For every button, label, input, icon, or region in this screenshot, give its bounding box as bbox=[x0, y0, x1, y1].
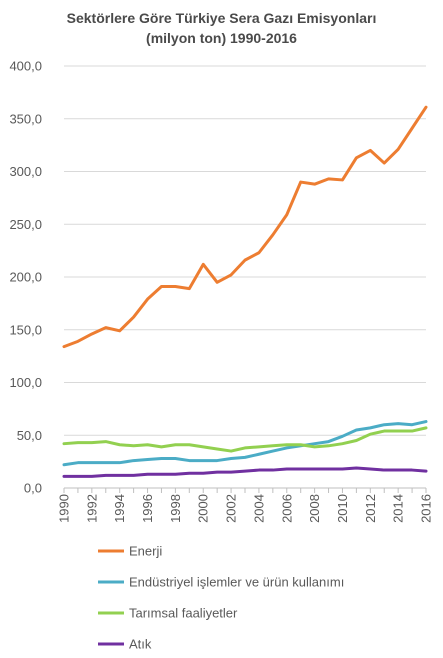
y-tick-label: 0,0 bbox=[24, 481, 42, 496]
series-line-1 bbox=[62, 105, 428, 349]
x-tick-label: 2010 bbox=[335, 494, 350, 523]
x-tick-label: 2008 bbox=[307, 494, 322, 523]
x-tick-label: 2004 bbox=[251, 494, 266, 523]
y-tick-label: 100,0 bbox=[9, 375, 42, 390]
x-tick-label: 2012 bbox=[363, 494, 378, 523]
x-tick-label: 2016 bbox=[419, 494, 434, 523]
chart-title: Sektörlere Göre Türkiye Sera Gazı Emisyo… bbox=[0, 8, 443, 48]
y-tick-label: 400,0 bbox=[9, 59, 42, 74]
y-tick-label: 350,0 bbox=[9, 111, 42, 126]
series-line-4 bbox=[62, 466, 428, 478]
legend-label: Enerji bbox=[129, 544, 162, 559]
y-tick-label: 150,0 bbox=[9, 322, 42, 337]
x-tick-label: 1992 bbox=[84, 494, 99, 523]
x-tick-label: 1996 bbox=[140, 494, 155, 523]
chart-title-line-1: Sektörlere Göre Türkiye Sera Gazı Emisyo… bbox=[66, 10, 377, 26]
y-tick-label: 300,0 bbox=[9, 164, 42, 179]
x-tick-label: 2014 bbox=[391, 494, 406, 523]
y-tick-label: 250,0 bbox=[9, 217, 42, 232]
legend-label: Tarımsal faaliyetler bbox=[129, 606, 238, 621]
series-line-3 bbox=[62, 426, 428, 453]
x-tick-label: 2006 bbox=[279, 494, 294, 523]
x-tick-label: 2000 bbox=[196, 494, 211, 523]
series-line-2 bbox=[62, 420, 428, 467]
x-tick-label: 2002 bbox=[224, 494, 239, 523]
x-tick-label: 1994 bbox=[112, 494, 127, 523]
legend-label: Endüstriyel işlemler ve ürün kullanımı bbox=[129, 575, 344, 590]
y-tick-label: 200,0 bbox=[9, 270, 42, 285]
x-tick-label: 1990 bbox=[57, 494, 72, 523]
chart-title-line-2: (milyon ton) 1990-2016 bbox=[146, 30, 297, 46]
x-tick-label: 1998 bbox=[168, 494, 183, 523]
y-tick-label: 50,0 bbox=[17, 428, 42, 443]
legend-label: Atık bbox=[129, 637, 152, 652]
